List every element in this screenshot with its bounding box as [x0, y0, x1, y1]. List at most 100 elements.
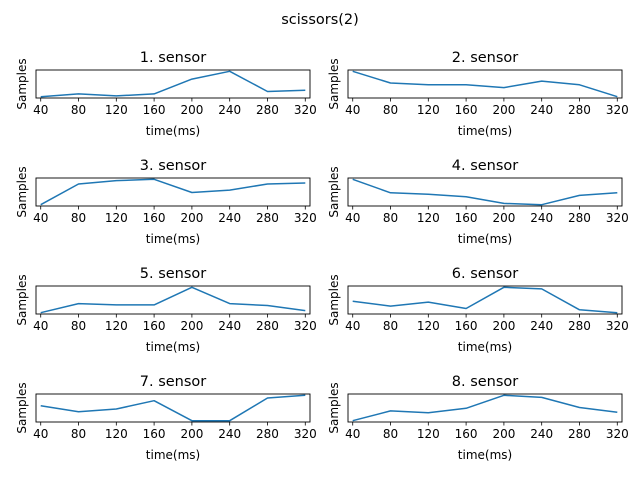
- x-axis-label: time(ms): [458, 124, 512, 138]
- x-tick-label: 320: [606, 427, 629, 441]
- x-tick-label: 120: [105, 211, 128, 225]
- subplot-3: 3. sensor 40 80 120 160 200 240 280 320 time(ms) S…: [15, 158, 317, 246]
- y-axis-label: Samples: [15, 166, 29, 217]
- axes-frame: [347, 393, 623, 423]
- x-tick-label: 320: [294, 211, 317, 225]
- x-tick-label: 40: [345, 427, 360, 441]
- x-tick-label: 80: [383, 427, 398, 441]
- x-tick-label: 280: [256, 103, 279, 117]
- series-line: [352, 286, 618, 314]
- x-tick-label: 320: [294, 103, 317, 117]
- axes-frame: [347, 69, 623, 99]
- x-tick-label: 200: [180, 103, 203, 117]
- subplot-1: 1. sensor 40 80 120 160 200 240 280 320 time(ms) S…: [15, 50, 317, 138]
- subplot-8: 8. sensor 40 80 120 160 200 240 280 320 time(ms) S…: [327, 374, 629, 462]
- x-tick-label: 40: [33, 319, 48, 333]
- y-axis-label: Samples: [15, 382, 29, 433]
- x-axis-label: time(ms): [458, 448, 512, 462]
- axes-frame: [35, 393, 311, 423]
- axes-frame: [35, 285, 311, 315]
- x-axis-label: time(ms): [146, 124, 200, 138]
- x-tick-label: 40: [345, 211, 360, 225]
- subplot-7: 7. sensor 40 80 120 160 200 240 280 320 time(ms) S…: [15, 374, 317, 462]
- series-line: [352, 178, 618, 206]
- x-axis-label: time(ms): [146, 232, 200, 246]
- y-axis-label: Samples: [327, 166, 341, 217]
- x-tick-label: 120: [105, 319, 128, 333]
- x-axis-label: time(ms): [458, 232, 512, 246]
- subplot-title: 4. sensor: [452, 158, 519, 174]
- x-tick-label: 120: [417, 103, 440, 117]
- x-tick-label: 240: [530, 211, 553, 225]
- x-tick-label: 160: [143, 427, 166, 441]
- series-line: [352, 70, 618, 98]
- x-tick-label: 280: [256, 319, 279, 333]
- series-line: [352, 394, 618, 422]
- x-tick-label: 320: [606, 211, 629, 225]
- x-tick-label: 240: [218, 319, 241, 333]
- x-tick-label: 80: [383, 103, 398, 117]
- x-tick-label: 40: [33, 211, 48, 225]
- x-tick-label: 320: [606, 103, 629, 117]
- x-tick-label: 240: [530, 103, 553, 117]
- x-tick-label: 280: [568, 427, 591, 441]
- x-tick-label: 240: [530, 427, 553, 441]
- x-tick-label: 240: [218, 103, 241, 117]
- series-line: [40, 286, 306, 314]
- subplot-5: 5. sensor 40 80 120 160 200 240 280 320 time(ms) S…: [15, 266, 317, 354]
- y-axis-label: Samples: [327, 382, 341, 433]
- x-tick-label: 120: [105, 427, 128, 441]
- subplot-title: 1. sensor: [140, 50, 207, 66]
- subplot-title: 3. sensor: [140, 158, 207, 174]
- x-tick-label: 160: [455, 103, 478, 117]
- x-axis-label: time(ms): [146, 340, 200, 354]
- series-line: [40, 178, 306, 206]
- x-tick-label: 80: [71, 211, 86, 225]
- axes-frame: [347, 177, 623, 207]
- x-tick-label: 120: [417, 427, 440, 441]
- x-tick-label: 200: [492, 211, 515, 225]
- x-tick-label: 240: [530, 319, 553, 333]
- y-axis-label: Samples: [327, 58, 341, 109]
- x-tick-label: 240: [218, 427, 241, 441]
- x-tick-label: 320: [294, 427, 317, 441]
- subplot-6: 6. sensor 40 80 120 160 200 240 280 320 time(ms) S…: [327, 266, 629, 354]
- x-tick-label: 280: [568, 103, 591, 117]
- x-tick-label: 320: [294, 319, 317, 333]
- x-tick-label: 120: [417, 211, 440, 225]
- x-tick-label: 80: [71, 103, 86, 117]
- y-axis-label: Samples: [15, 274, 29, 325]
- x-tick-label: 160: [455, 319, 478, 333]
- axes-frame: [35, 69, 311, 99]
- x-tick-label: 320: [606, 319, 629, 333]
- x-tick-label: 240: [218, 211, 241, 225]
- axes-frame: [35, 177, 311, 207]
- subplot-title: 6. sensor: [452, 266, 519, 282]
- x-tick-label: 200: [492, 319, 515, 333]
- x-tick-label: 120: [417, 319, 440, 333]
- x-tick-label: 80: [71, 427, 86, 441]
- x-tick-label: 200: [492, 427, 515, 441]
- x-tick-label: 40: [33, 427, 48, 441]
- x-tick-label: 80: [383, 319, 398, 333]
- x-tick-label: 80: [71, 319, 86, 333]
- x-tick-label: 280: [256, 211, 279, 225]
- x-tick-label: 40: [33, 103, 48, 117]
- subplot-title: 2. sensor: [452, 50, 519, 66]
- series-line: [40, 394, 306, 422]
- x-tick-label: 160: [143, 211, 166, 225]
- y-axis-label: Samples: [327, 274, 341, 325]
- series-line: [40, 70, 306, 98]
- x-tick-label: 200: [180, 427, 203, 441]
- subplot-2: 2. sensor 40 80 120 160 200 240 280 320 time(ms) S…: [327, 50, 629, 138]
- x-tick-label: 200: [492, 103, 515, 117]
- x-tick-label: 40: [345, 319, 360, 333]
- subplot-title: 8. sensor: [452, 374, 519, 390]
- subplot-grid: 1. sensor 40 80 120 160 200 240 280 320 time(ms) S…: [15, 50, 629, 462]
- x-tick-label: 160: [455, 427, 478, 441]
- x-tick-label: 200: [180, 319, 203, 333]
- x-axis-label: time(ms): [146, 448, 200, 462]
- subplot-4: 4. sensor 40 80 120 160 200 240 280 320 time(ms) S…: [327, 158, 629, 246]
- x-tick-label: 160: [143, 103, 166, 117]
